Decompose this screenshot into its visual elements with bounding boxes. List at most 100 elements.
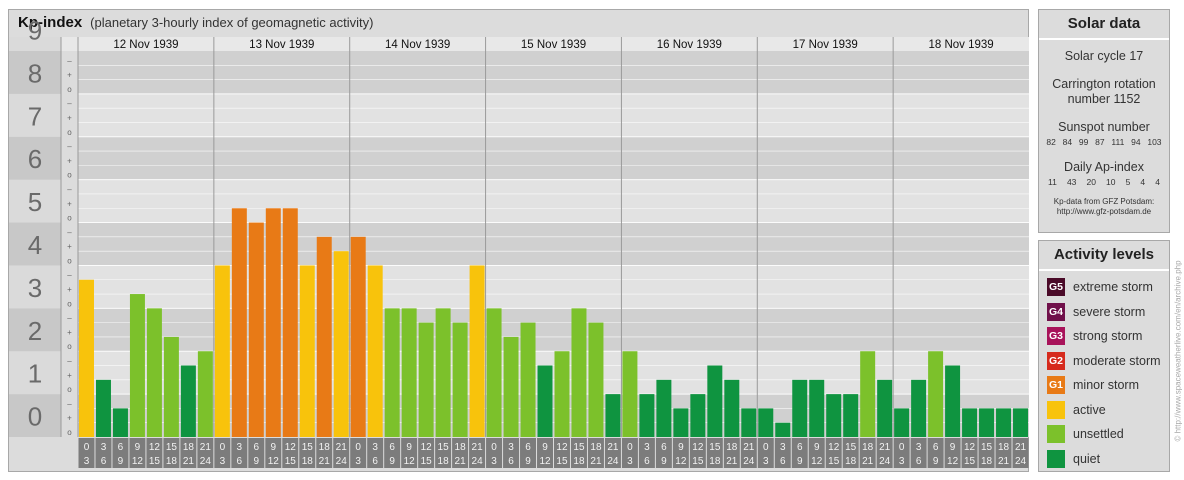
interval-end-label: 12 [811,456,823,467]
interval-start-label: 21 [336,442,348,453]
interval-cell [299,438,316,468]
kp-bar [265,208,281,437]
interval-start-label: 6 [254,442,260,453]
interval-end-label: 6 [780,456,786,467]
kp-bar [588,322,604,437]
interval-start-label: 3 [372,442,378,453]
interval-start-label: 15 [166,442,178,453]
kp-bar [894,408,910,437]
activity-level-severe-storm: G4 severe storm [1047,300,1169,325]
interval-start-label: 6 [661,442,667,453]
y-minor-tick-label: – [67,271,72,280]
y-axis-band [9,93,61,137]
interval-start-label: 21 [607,442,619,453]
kp-bar [401,308,417,437]
interval-cell [757,438,774,468]
solar-data-heading: Solar data [1039,10,1169,40]
interval-cell [367,438,384,468]
kp-bar [826,394,842,437]
kp-bar [571,308,587,437]
activity-level-swatch [1047,449,1065,468]
y-tick-label: 0 [28,402,42,432]
y-tick-label: 6 [28,144,42,174]
activity-levels-heading: Activity levels [1039,241,1169,271]
kp-bar [129,294,145,437]
interval-end-label: 9 [389,456,395,467]
interval-end-label: 6 [644,456,650,467]
interval-end-label: 21 [590,456,602,467]
interval-end-label: 6 [916,456,922,467]
interval-start-label: 3 [101,442,107,453]
y-minor-tick-label: – [67,399,72,408]
y-minor-tick-label: o [67,171,72,180]
activity-level-strong-storm: G3 strong storm [1047,324,1169,349]
ap-value: 10 [1106,177,1116,187]
y-minor-tick-label: o [67,428,72,437]
interval-start-label: 21 [200,442,212,453]
kp-bar [945,365,961,437]
day-label: 17 Nov 1939 [793,39,858,51]
ap-value: 20 [1086,177,1096,187]
interval-start-label: 18 [998,442,1010,453]
interval-end-label: 18 [166,456,178,467]
interval-end-label: 15 [556,456,568,467]
interval-end-label: 15 [964,456,976,467]
y-minor-tick-label: + [67,242,72,251]
interval-start-label: 9 [135,442,141,453]
kp-bar [979,408,995,437]
interval-end-label: 24 [472,456,484,467]
kp-bar [537,365,553,437]
interval-start-label: 0 [763,442,769,453]
sunspot-value: 103 [1147,137,1162,147]
interval-end-label: 24 [1015,456,1027,467]
y-axis-band [9,351,61,395]
kp-bar [724,379,740,437]
kp-bar [214,265,230,437]
interval-cell [435,438,452,468]
activity-level-label: quiet [1073,451,1101,466]
solar-data-panel: Solar data Solar cycle 17 Carrington rot… [1038,9,1170,233]
interval-end-label: 24 [607,456,619,467]
interval-cell [163,438,180,468]
interval-start-label: 3 [237,442,243,453]
y-minor-tick-label: + [67,156,72,165]
interval-start-label: 15 [438,442,450,453]
interval-end-label: 21 [862,456,874,467]
y-tick-label: 3 [28,273,42,303]
activity-level-label: extreme storm [1073,280,1153,295]
interval-start-label: 3 [780,442,786,453]
interval-cell [842,438,859,468]
interval-end-label: 15 [285,456,297,467]
interval-end-label: 24 [200,456,212,467]
date-strip [61,37,1029,51]
source-line1: Kp-data from GFZ Potsdam: [1053,197,1155,206]
interval-start-label: 15 [845,442,857,453]
kp-bar [758,408,774,437]
activity-level-extreme-storm: G5 extreme storm [1047,275,1169,300]
interval-end-label: 21 [726,456,738,467]
interval-start-label: 3 [644,442,650,453]
y-axis-band [9,265,61,309]
interval-start-label: 9 [678,442,684,453]
interval-start-label: 21 [743,442,755,453]
y-tick-label: 9 [28,16,42,46]
interval-cell [231,438,248,468]
interval-end-label: 12 [132,456,144,467]
interval-end-label: 24 [879,456,891,467]
interval-start-label: 18 [183,442,195,453]
interval-end-label: 12 [947,456,959,467]
activity-level-swatch [1047,400,1065,419]
carrington-line1: Carrington rotation [1052,77,1156,91]
interval-end-label: 3 [491,456,497,467]
y-tick-label: 5 [28,187,42,217]
kp-bar [605,394,621,437]
interval-cell [316,438,333,468]
interval-cell [486,438,503,468]
kp-bar [163,336,179,437]
chart-title: Kp-index [18,13,83,31]
day-label: 15 Nov 1939 [521,39,586,51]
interval-cell [910,438,927,468]
interval-cell [995,438,1012,468]
y-minor-tick-label: + [67,371,72,380]
interval-start-label: 3 [508,442,514,453]
